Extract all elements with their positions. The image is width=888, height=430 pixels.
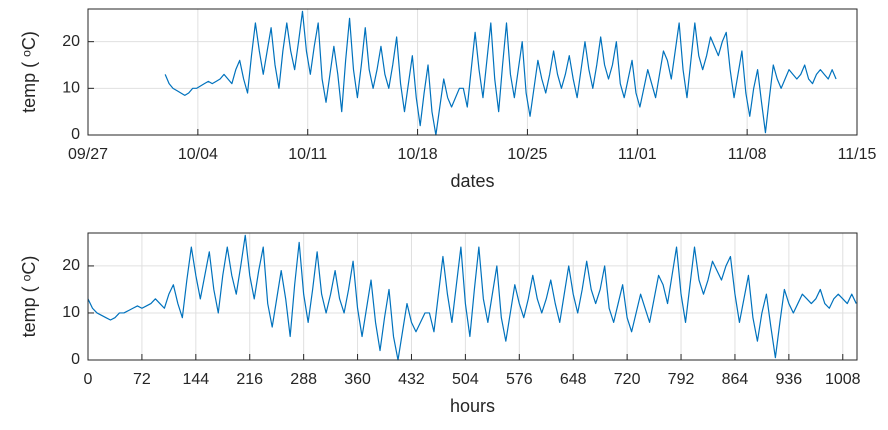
y-tick-label: 0 (71, 126, 80, 143)
y-tick-label: 10 (62, 80, 80, 97)
x-tick-label: 10/04 (178, 146, 218, 163)
x-tick-label: 11/15 (838, 146, 877, 163)
x-tick-label: 144 (182, 371, 209, 388)
y-axis-label: temp ( ᵒC) (19, 256, 39, 338)
x-tick-label: 09/27 (68, 146, 108, 163)
y-tick-label: 10 (62, 304, 80, 321)
x-tick-label: 1008 (825, 371, 861, 388)
x-axis-label: dates (450, 171, 494, 191)
x-tick-label: 792 (668, 371, 695, 388)
x-axis-label: hours (450, 396, 495, 416)
x-tick-label: 216 (236, 371, 263, 388)
x-tick-label: 288 (290, 371, 317, 388)
x-tick-label: 11/08 (728, 146, 767, 163)
y-axis-label: temp ( ᵒC) (19, 31, 39, 113)
x-tick-label: 10/11 (288, 146, 327, 163)
x-tick-label: 10/18 (398, 146, 438, 163)
x-tick-label: 864 (722, 371, 749, 388)
x-tick-label: 936 (776, 371, 803, 388)
y-tick-label: 20 (62, 33, 80, 50)
x-tick-label: 720 (614, 371, 641, 388)
data-line (87, 234, 857, 361)
x-tick-label: 576 (506, 371, 533, 388)
axes-frame (87, 8, 858, 136)
data-line (164, 10, 837, 136)
x-tick-label: 10/25 (507, 146, 547, 163)
axes-frame (87, 232, 858, 361)
y-tick-label: 20 (62, 257, 80, 274)
x-tick-label: 360 (344, 371, 371, 388)
x-tick-label: 0 (84, 371, 93, 388)
x-tick-label: 72 (133, 371, 151, 388)
x-tick-label: 11/01 (618, 146, 657, 163)
x-tick-label: 648 (560, 371, 587, 388)
x-tick-label: 504 (452, 371, 479, 388)
x-tick-label: 432 (398, 371, 425, 388)
y-tick-label: 0 (71, 351, 80, 368)
